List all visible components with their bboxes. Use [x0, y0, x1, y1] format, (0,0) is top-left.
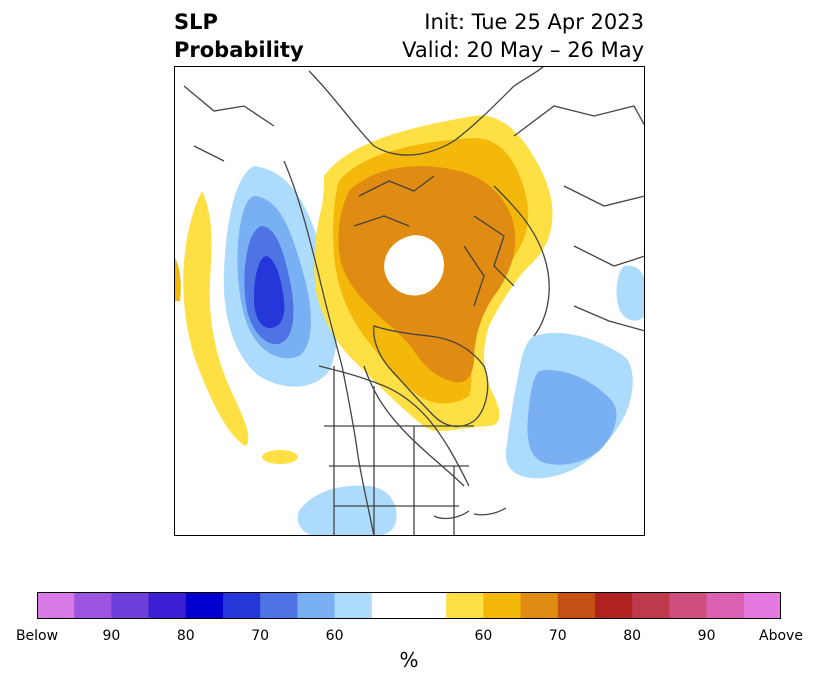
colorbar-swatch — [706, 592, 745, 619]
colorbar-tick-label: 60 — [325, 628, 344, 644]
colorbar-swatch — [223, 592, 261, 619]
colorbar-swatch — [111, 592, 150, 619]
above-region-small — [262, 450, 298, 464]
colorbar-swatch — [557, 592, 596, 619]
colorbar-tick-label: 70 — [548, 628, 567, 644]
colorbar-border — [37, 592, 781, 619]
colorbar-tick-label: 80 — [623, 628, 642, 644]
above-region-pacific-edge — [174, 256, 181, 301]
colorbar-swatch — [334, 592, 373, 619]
below-region-eurasia — [616, 265, 645, 321]
colorbar-unit-label: % — [399, 648, 419, 672]
colorbar-tick-label: 60 — [474, 628, 493, 644]
colorbar-tick-label: Above — [759, 628, 803, 644]
colorbar-swatch — [743, 592, 781, 619]
map-dates: Init: Tue 25 Apr 2023 Valid: 20 May – 26… — [402, 8, 644, 64]
colorbar-swatch — [632, 592, 670, 619]
below-region-pacific-core — [254, 256, 285, 328]
map-frame — [174, 66, 645, 536]
map-title: SLP Probability — [174, 8, 304, 64]
colorbar-swatch — [74, 592, 112, 619]
colorbar-swatch — [669, 592, 708, 619]
above-region-pacific — [183, 191, 249, 446]
init-date: Init: Tue 25 Apr 2023 — [424, 10, 644, 34]
colorbar — [37, 592, 781, 619]
valid-date: Valid: 20 May – 26 May — [402, 38, 644, 62]
probability-map — [174, 66, 645, 536]
colorbar-tick-label: 90 — [102, 628, 121, 644]
colorbar-swatch — [446, 592, 484, 619]
colorbar-tick-label: 90 — [697, 628, 716, 644]
colorbar-swatch — [37, 592, 75, 619]
colorbar-tick-label: Below — [15, 628, 59, 644]
colorbar-swatch — [297, 592, 336, 619]
colorbar-swatch — [185, 592, 224, 619]
colorbar-swatch — [148, 592, 187, 619]
colorbar-swatch — [371, 592, 410, 619]
colorbar-swatch — [520, 592, 559, 619]
below-region-atlantic-mid — [527, 370, 617, 465]
colorbar-swatch — [409, 592, 447, 619]
title-line-2: Probability — [174, 38, 304, 62]
coastlines — [183, 66, 645, 536]
colorbar-tick-label: 80 — [176, 628, 195, 644]
title-line-1: SLP — [174, 10, 218, 34]
colorbar-swatch — [595, 592, 633, 619]
neutral-region-pole — [384, 235, 444, 296]
colorbar-swatch — [483, 592, 522, 619]
colorbar-swatch — [260, 592, 298, 619]
colorbar-tick-label: 70 — [251, 628, 270, 644]
